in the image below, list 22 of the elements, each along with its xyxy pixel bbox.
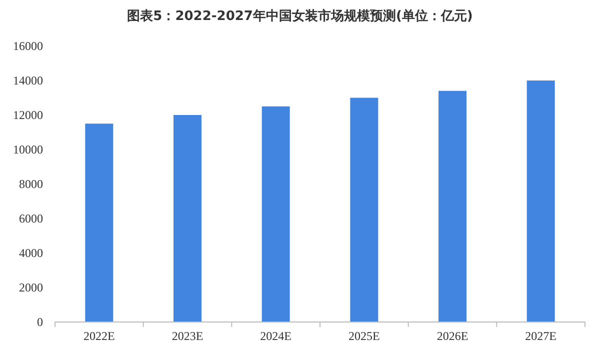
bar — [526, 80, 555, 322]
x-tick-label: 2024E — [260, 329, 292, 343]
x-tick-label: 2022E — [83, 329, 115, 343]
y-tick-label: 8000 — [19, 177, 43, 191]
bar — [438, 90, 466, 322]
bar — [174, 115, 202, 322]
chart-title: 图表5：2022-2027年中国女装市场规模预测(单位：亿元) — [127, 8, 473, 24]
x-tick-label: 2025E — [348, 329, 380, 343]
y-tick-label: 4000 — [19, 246, 43, 260]
bar — [85, 124, 114, 322]
y-tick-label: 12000 — [13, 108, 43, 122]
bar — [262, 106, 290, 322]
y-tick-label: 14000 — [13, 74, 43, 88]
x-tick-label: 2027E — [525, 329, 557, 343]
y-tick-label: 0 — [37, 315, 43, 329]
bar — [350, 98, 378, 322]
y-tick-label: 16000 — [13, 39, 43, 53]
y-tick-label: 2000 — [19, 280, 43, 294]
x-tick-label: 2026E — [436, 329, 468, 343]
y-tick-label: 10000 — [13, 142, 43, 156]
x-tick-label: 2023E — [172, 329, 204, 343]
y-tick-label: 6000 — [19, 212, 43, 226]
